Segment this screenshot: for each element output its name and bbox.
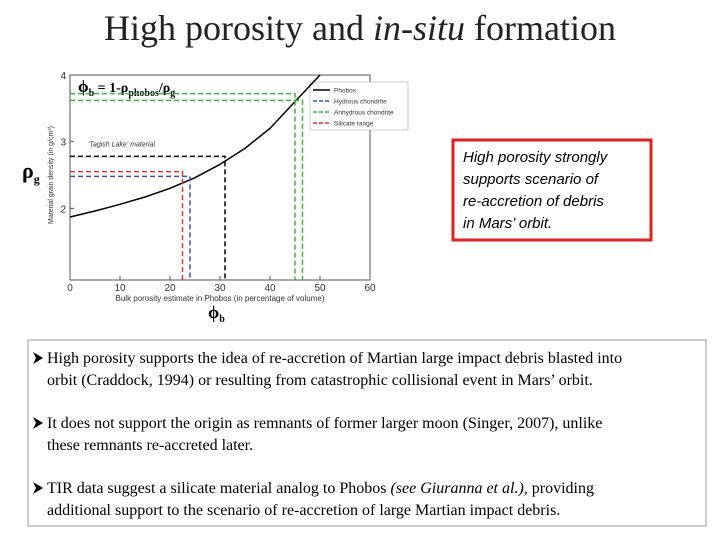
x-tick-label: 20 [164, 283, 176, 294]
bullet-text: orbit (Craddock, 1994) or resulting from… [47, 372, 593, 389]
formula-part: /ρ [158, 81, 170, 96]
texts: High porosity strongly supports scenario … [33, 149, 622, 519]
legend-label: Hydrous chondrite [334, 99, 387, 106]
legend-label: Anhydrous chondrite [334, 110, 394, 117]
chart: 0 10 20 30 40 50 60 2 3 4 Bulk porosity estimate i… [48, 71, 409, 303]
callout-line: High porosity strongly [463, 149, 609, 166]
annotation: 'Tagish Lake' material [88, 141, 155, 148]
bullet-text: providing [528, 480, 594, 497]
title-part: in-situ [373, 8, 465, 48]
y-tick-label: 3 [60, 138, 66, 149]
bullet-text: (see Giuranna et al.), [390, 480, 527, 497]
formula-part: b [89, 88, 95, 99]
symbol: ρ [22, 158, 34, 183]
x-tick-label: 50 [314, 283, 326, 294]
y-tick-label: 2 [60, 204, 66, 215]
bullet-text: TIR data suggest a silicate material ana… [47, 480, 390, 497]
annotation-line [70, 155, 226, 280]
reference-line [70, 170, 184, 280]
reference-line [70, 175, 191, 280]
curve [69, 74, 321, 218]
subscript: g [34, 172, 40, 186]
subscript: b [219, 314, 225, 325]
x-tick-label: 30 [214, 283, 226, 294]
callout-line: re-accretion of debris [463, 193, 604, 210]
callout-box [451, 138, 653, 242]
symbol: ϕ [208, 302, 219, 322]
bullet-arrow [33, 417, 43, 429]
reference-line [70, 99, 304, 280]
bullet-line: TIR data suggest a silicate material ana… [47, 480, 594, 497]
bullet-text: additional support to the scenario of re… [47, 502, 560, 519]
x-axis-label: Bulk porosity estimate in Phobos (in per… [116, 294, 325, 303]
bullet-line: High porosity supports the idea of re-ac… [47, 350, 622, 367]
bullet-line: additional support to the scenario of re… [47, 502, 560, 519]
bullet-line: It does not support the origin as remnan… [47, 415, 602, 432]
formula: ϕb = 1-ρphobos/ρg [78, 77, 175, 99]
x-tick-label: 10 [114, 283, 126, 294]
reference-line [70, 92, 296, 280]
y-axis-label: Material grain density (in g/cm³) [48, 126, 55, 224]
legend-label: Phobos [334, 88, 357, 95]
bullet-arrow [33, 482, 43, 494]
title-part: High porosity and [104, 8, 373, 48]
title-part: formation [465, 8, 616, 48]
phi-label: ϕb [208, 302, 225, 325]
callout-line: supports scenario of [463, 171, 600, 188]
bullet-box [27, 339, 707, 527]
bullet-line: orbit (Craddock, 1994) or resulting from… [47, 372, 593, 389]
y-tick-label: 4 [60, 71, 66, 82]
x-tick-label: 60 [364, 283, 376, 294]
formula-part: ϕ [78, 77, 89, 96]
bullet-line: these remnants re-accreted later. [47, 437, 253, 454]
x-tick-label: 40 [264, 283, 276, 294]
formula-part: = 1-ρ [94, 81, 128, 96]
bullet-text: these remnants re-accreted later. [47, 437, 253, 454]
x-tick-label: 0 [67, 283, 73, 294]
callout-line: in Mars’ orbit. [463, 215, 552, 232]
formula-part: g [170, 88, 175, 99]
bullet-text: High porosity supports the idea of re-ac… [47, 350, 622, 367]
bullet-arrow [33, 352, 43, 364]
rho-label: ρg [22, 158, 40, 186]
slide-title: High porosity and in-situ formation [104, 8, 616, 48]
legend-label: Silicate range [334, 121, 374, 128]
bullet-text: It does not support the origin as remnan… [47, 415, 602, 432]
